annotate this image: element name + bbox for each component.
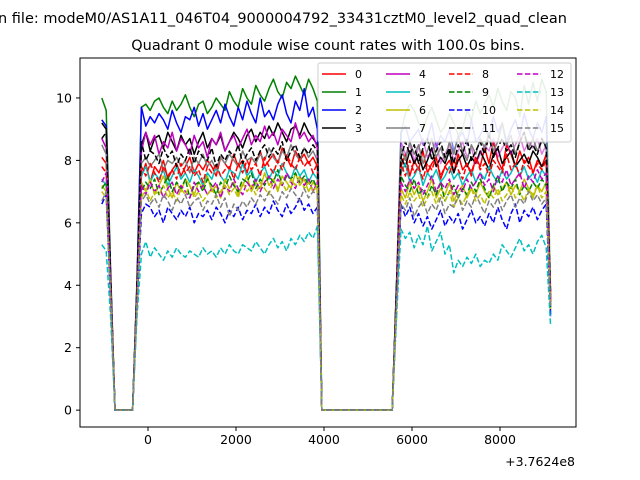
axes-frame bbox=[79, 57, 577, 428]
legend-label-6: 6 bbox=[419, 104, 426, 117]
series-14-line bbox=[101, 175, 398, 411]
series-6-line bbox=[101, 172, 398, 411]
y-axis: 0 2 4 6 8 10 bbox=[56, 90, 80, 418]
series-11-line-segment2 bbox=[395, 131, 552, 295]
y-tick-label: 8 bbox=[64, 153, 72, 168]
legend-label-1: 1 bbox=[355, 86, 362, 99]
legend-label-5: 5 bbox=[419, 86, 426, 99]
x-tick-label: 0 bbox=[144, 432, 152, 447]
legend-label-7: 7 bbox=[419, 122, 426, 135]
x-tick-label: 8000 bbox=[484, 432, 516, 447]
series-12-line bbox=[101, 172, 398, 411]
legend-label-12: 12 bbox=[550, 68, 564, 81]
legend-label-15: 15 bbox=[550, 122, 564, 135]
legend-frame bbox=[317, 62, 572, 143]
legend-label-11: 11 bbox=[482, 122, 496, 135]
series-0-line bbox=[101, 147, 398, 411]
x-tick-label: 4000 bbox=[308, 432, 340, 447]
series-12-line-segment2 bbox=[395, 169, 552, 305]
series-9-line bbox=[101, 169, 398, 411]
series-13-line-segment2 bbox=[395, 225, 552, 326]
legend-label-8: 8 bbox=[482, 68, 489, 81]
legend-label-0: 0 bbox=[355, 68, 362, 81]
series-13-line bbox=[101, 225, 398, 411]
legend-label-9: 9 bbox=[482, 86, 489, 99]
y-tick-label: 6 bbox=[64, 215, 72, 230]
y-tick-label: 2 bbox=[64, 340, 72, 355]
series-10-line bbox=[101, 193, 398, 411]
y-tick-label: 0 bbox=[64, 403, 72, 418]
series-15-line-segment2 bbox=[395, 190, 552, 308]
chart-title: Quadrant 0 module wise count rates with … bbox=[131, 38, 525, 54]
series-5-line-segment2 bbox=[395, 162, 552, 308]
series-10-line-segment2 bbox=[395, 203, 552, 317]
x-tick-label: 2000 bbox=[220, 432, 252, 447]
series-6-line-segment2 bbox=[395, 178, 552, 311]
legend-label-3: 3 bbox=[355, 122, 362, 135]
x-offset-label: +3.7624e8 bbox=[505, 454, 575, 469]
series-9-line-segment2 bbox=[395, 175, 552, 308]
series-14-line-segment2 bbox=[395, 184, 552, 308]
legend-label-10: 10 bbox=[482, 104, 496, 117]
y-tick-label: 10 bbox=[56, 90, 72, 105]
series-5-line bbox=[101, 162, 398, 411]
x-tick-label: 6000 bbox=[396, 432, 428, 447]
series-8-line-segment2 bbox=[395, 153, 552, 305]
series-15-line bbox=[101, 187, 398, 411]
legend-label-14: 14 bbox=[550, 104, 564, 117]
legend-label-13: 13 bbox=[550, 86, 564, 99]
y-tick-label: 4 bbox=[64, 278, 72, 293]
x-axis: 0 2000 4000 6000 8000 bbox=[144, 427, 516, 447]
figure-suptitle: n file: modeM0/AS1A11_046T04_9000004792_… bbox=[0, 11, 567, 27]
legend-label-4: 4 bbox=[419, 68, 426, 81]
legend-label-2: 2 bbox=[355, 104, 362, 117]
series-3-line-segment2 bbox=[395, 147, 552, 305]
